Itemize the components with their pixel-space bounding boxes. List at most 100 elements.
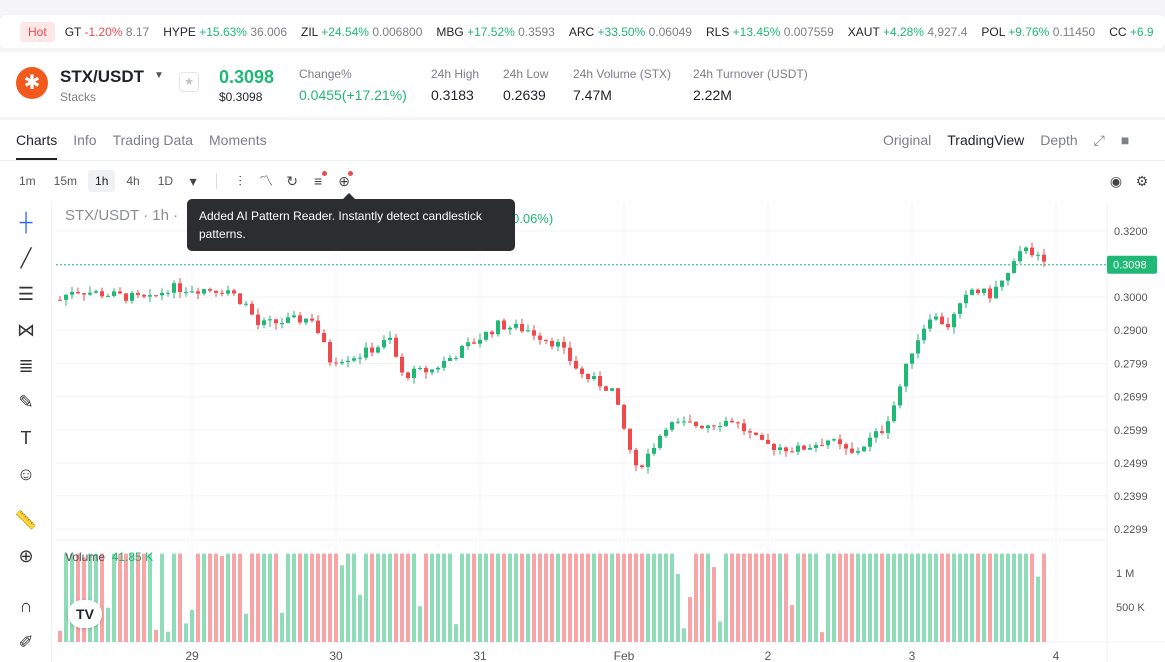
candle-type-icon[interactable]: ⫶ (238, 172, 242, 189)
candle (934, 316, 938, 320)
ticker-item[interactable]: GT -1.20% 8.17 (64, 24, 150, 39)
horizontal-lines-icon[interactable]: ☰ (17, 284, 35, 304)
time-tick: 3 (909, 649, 916, 662)
candle (970, 289, 974, 295)
brush-icon[interactable]: ✎ (18, 392, 34, 412)
time-tick: Feb (614, 649, 635, 662)
indicators-icon[interactable]: 〽 (259, 173, 274, 189)
volume-bar (286, 553, 290, 642)
candle (256, 314, 260, 325)
candle (1012, 261, 1016, 274)
view-tradingview[interactable]: TradingView (947, 132, 1025, 148)
price-tick: 0.2399 (1114, 491, 1148, 503)
expand-icon[interactable]: ⤢ (1093, 132, 1105, 148)
candle (418, 368, 422, 370)
candle (406, 372, 410, 378)
trend-line-icon[interactable]: ╱ (20, 248, 32, 268)
interval-dropdown-icon[interactable]: ▾ (189, 172, 197, 189)
settings-gear-icon[interactable]: ⚙ (1135, 172, 1149, 189)
interval-4h[interactable]: 4h (126, 174, 140, 188)
volume-bar (688, 597, 692, 642)
ticker-item[interactable]: ARC +33.50% 0.06049 (568, 24, 692, 39)
tab-moments[interactable]: Moments (209, 132, 267, 148)
candle (118, 291, 122, 294)
volume-bar (442, 553, 446, 642)
tradingview-logo[interactable]: TV (68, 600, 102, 628)
magnet-icon[interactable]: ∩ (19, 596, 33, 616)
tab-charts[interactable]: Charts (16, 132, 58, 160)
candle (1042, 254, 1046, 262)
volume-bar (82, 557, 86, 642)
interval-1d[interactable]: 1D (157, 174, 174, 188)
ticker-item[interactable]: HYPE +15.63% 36.006 (163, 24, 288, 39)
tab-info[interactable]: Info (73, 132, 97, 148)
volume-bar (124, 553, 128, 642)
lock-drawing-icon[interactable]: ✐ (18, 632, 34, 652)
interval-15m[interactable]: 15m (53, 174, 78, 188)
volume-bar (700, 553, 704, 642)
ticker-item[interactable]: RLS +13.45% 0.007559 (705, 24, 834, 39)
candle (88, 292, 92, 295)
candle (484, 331, 488, 340)
candle (562, 341, 566, 348)
candle (1018, 251, 1022, 262)
pair-name[interactable]: STX/USDT (60, 67, 145, 86)
volume-bar (868, 553, 872, 642)
candle (754, 432, 758, 435)
candle (718, 426, 722, 428)
pattern-reader-icon[interactable]: ≡ (305, 171, 331, 189)
add-icon[interactable]: ⊕ (331, 170, 357, 190)
replay-icon[interactable]: ↻ (286, 172, 298, 189)
candle (760, 434, 764, 440)
volume-bar (544, 553, 548, 642)
layout-icon[interactable]: ■ (1120, 132, 1130, 148)
ticker-item[interactable]: CC +6.9 (1109, 24, 1154, 39)
ticker-item[interactable]: XAUT +4.28% 4,927.4 (847, 24, 968, 39)
candle (316, 320, 320, 334)
candle (370, 347, 374, 353)
candle (820, 445, 824, 447)
crosshair-icon[interactable]: ┼ (19, 212, 33, 232)
ticker-item[interactable]: ZIL +24.54% 0.006800 (301, 24, 423, 39)
camera-icon[interactable]: ◉ (1109, 172, 1123, 189)
candle (916, 340, 920, 354)
volume-bar (310, 553, 314, 642)
interval-1h[interactable]: 1h (88, 170, 116, 192)
ticker-item[interactable]: MBG +17.52% 0.3593 (436, 24, 555, 39)
view-original[interactable]: Original (883, 132, 932, 148)
favorite-star-icon[interactable]: ★ (179, 72, 199, 92)
emoji-icon[interactable]: ☺ (16, 464, 36, 484)
candle (94, 291, 98, 293)
hot-label[interactable]: Hot (20, 21, 55, 42)
ruler-icon[interactable]: 📏 (14, 510, 38, 530)
volume-bar (580, 553, 584, 642)
volume-bar (274, 553, 278, 642)
candle (652, 447, 656, 454)
volume-bar (814, 553, 818, 642)
volume-bar (778, 553, 782, 642)
pattern-icon[interactable]: ⋈ (17, 320, 35, 340)
candle (448, 357, 452, 361)
chart-legend: STX/USDT · 1h · (65, 207, 179, 224)
volume-bar (262, 553, 266, 642)
chevron-down-icon[interactable]: ▼ (154, 70, 164, 81)
view-depth[interactable]: Depth (1040, 132, 1078, 148)
fib-icon[interactable]: ≣ (18, 356, 34, 376)
ticker-item[interactable]: POL +9.76% 0.11450 (981, 24, 1096, 39)
volume-bar (856, 553, 860, 642)
volume-tick: 500 K (1116, 602, 1145, 614)
volume-bar (658, 553, 662, 642)
candle (796, 445, 800, 452)
volume-bar (292, 553, 296, 642)
candle (604, 386, 608, 391)
volume-bar (838, 553, 842, 642)
volume-bar (730, 553, 734, 642)
tab-trading-data[interactable]: Trading Data (112, 132, 194, 148)
text-icon[interactable]: T (20, 428, 32, 448)
volume-bar (826, 553, 830, 642)
candle (502, 320, 506, 330)
zoom-in-icon[interactable]: ⊕ (18, 546, 34, 566)
interval-1m[interactable]: 1m (19, 174, 36, 188)
candle (862, 446, 866, 452)
